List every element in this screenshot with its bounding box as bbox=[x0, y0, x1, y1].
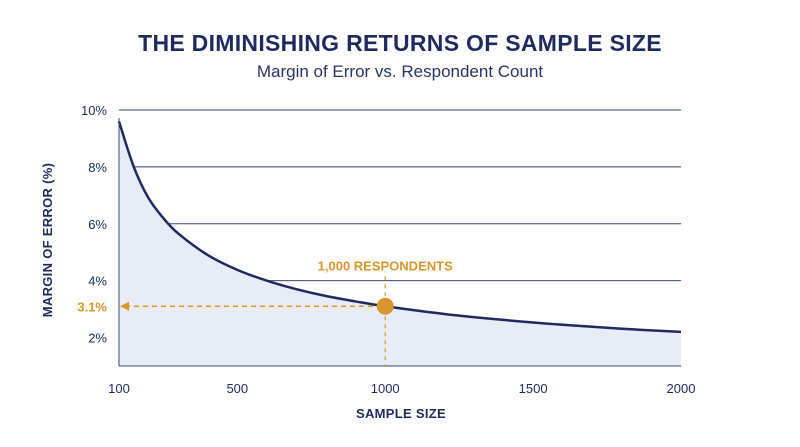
y-tick-labels: 2% 4% 6% 8% 10% bbox=[81, 103, 107, 346]
x-tick-label: 1500 bbox=[519, 381, 548, 396]
x-tick-label: 2000 bbox=[667, 381, 696, 396]
annotation-point bbox=[376, 297, 394, 315]
x-tick-labels: 100 500 1000 1500 2000 bbox=[108, 381, 695, 396]
x-tick-label: 100 bbox=[108, 381, 130, 396]
x-axis-title: SAMPLE SIZE bbox=[356, 406, 446, 421]
chart-subtitle: Margin of Error vs. Respondent Count bbox=[256, 62, 544, 81]
y-axis-title: MARGIN OF ERROR (%) bbox=[40, 163, 55, 317]
y-tick-label: 8% bbox=[88, 160, 107, 175]
y-tick-label: 2% bbox=[88, 331, 107, 346]
y-tick-label: 4% bbox=[88, 274, 107, 289]
annotation-arrowhead bbox=[120, 301, 129, 311]
x-tick-label: 500 bbox=[226, 381, 248, 396]
y-tick-label: 6% bbox=[88, 217, 107, 232]
y-tick-label: 10% bbox=[81, 103, 107, 118]
x-tick-label: 1000 bbox=[371, 381, 400, 396]
series-line bbox=[117, 120, 682, 334]
area-fill bbox=[119, 121, 681, 366]
annotation-label: 1,000 RESPONDENTS bbox=[318, 258, 453, 273]
chart-title: THE DIMINISHING RETURNS OF SAMPLE SIZE bbox=[138, 30, 662, 56]
annotation-y-value: 3.1% bbox=[77, 299, 107, 314]
